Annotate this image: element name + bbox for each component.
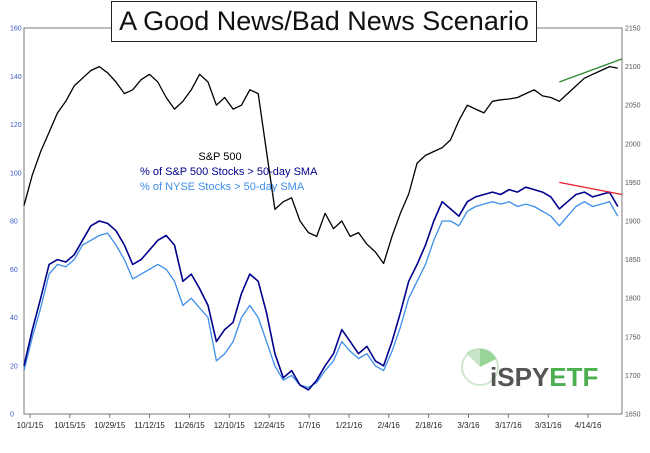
series-line-nyse-pct <box>23 201 619 389</box>
x-tick-label: 4/14/16 <box>575 421 602 430</box>
y-right-tick-label: 2150 <box>625 26 641 33</box>
x-tick-label: 1/21/16 <box>336 421 363 430</box>
series-line-sp500 <box>23 65 618 265</box>
x-tick-label: 11/12/15 <box>134 421 165 430</box>
y-right-tick-label: 2000 <box>625 141 641 148</box>
y-right-tick-label: 1800 <box>625 296 641 303</box>
y-right-tick-label: 2100 <box>625 64 641 71</box>
x-tick-label: 3/3/16 <box>457 421 480 430</box>
legend: S&P 500 % of S&P 500 Stocks > 50-day SMA… <box>140 150 318 195</box>
y-left-tick-label: 20 <box>10 363 18 370</box>
logo-spy: SPY <box>497 362 550 392</box>
y-right-tick-label: 1700 <box>625 373 641 380</box>
logo-i: i <box>490 362 498 392</box>
trendline-down <box>559 181 623 196</box>
radar-icon <box>461 348 499 386</box>
x-tick-label: 11/26/15 <box>174 421 205 430</box>
logo-etf: ETF <box>549 362 599 392</box>
trendline-up <box>559 58 623 83</box>
series-line-sp-pct <box>23 186 619 391</box>
legend-sp500: S&P 500 <box>198 151 242 163</box>
logo-text: iSPYETF <box>490 362 598 393</box>
y-left-tick-label: 40 <box>10 315 18 322</box>
legend-sp-pct: % of S&P 500 Stocks > 50-day SMA <box>140 166 318 178</box>
y-left-tick-label: 60 <box>10 267 18 274</box>
x-tick-label: 2/18/16 <box>415 421 442 430</box>
y-right-tick-label: 1850 <box>625 257 641 264</box>
y-left-tick-label: 140 <box>10 74 22 81</box>
y-left-tick-label: 100 <box>10 170 22 177</box>
ispyetf-logo <box>461 348 499 386</box>
chart-title: A Good News/Bad News Scenario <box>111 1 537 42</box>
legend-nyse-pct: % of NYSE Stocks > 50-day SMA <box>140 181 305 193</box>
x-tick-label: 3/31/16 <box>535 421 562 430</box>
y-left-tick-label: 120 <box>10 122 22 129</box>
y-right-tick-label: 1750 <box>625 334 641 341</box>
y-left-tick-label: 0 <box>10 412 14 419</box>
y-left-tick-label: 160 <box>10 26 22 33</box>
x-tick-label: 10/29/15 <box>94 421 126 430</box>
x-tick-label: 10/15/15 <box>54 421 86 430</box>
x-tick-label: 3/17/16 <box>495 421 522 430</box>
y-right-tick-label: 2050 <box>625 103 641 110</box>
y-right-tick-label: 1900 <box>625 219 641 226</box>
y-left-tick-label: 80 <box>10 219 18 226</box>
x-tick-label: 12/10/15 <box>214 421 246 430</box>
x-tick-label: 2/4/16 <box>378 421 401 430</box>
y-right-tick-label: 1650 <box>625 412 641 419</box>
x-tick-label: 10/1/15 <box>17 421 44 430</box>
x-tick-label: 1/7/16 <box>298 421 321 430</box>
y-right-tick-label: 1950 <box>625 180 641 187</box>
x-tick-label: 12/24/15 <box>254 421 286 430</box>
